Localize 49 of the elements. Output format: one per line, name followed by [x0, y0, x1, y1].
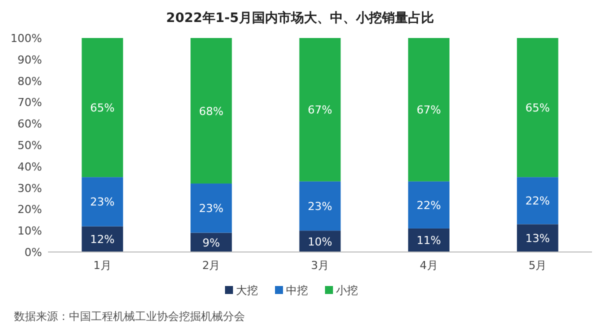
- bar: [408, 38, 450, 182]
- data-label: 65%: [90, 102, 115, 115]
- data-label: 23%: [90, 196, 115, 209]
- source-note: 数据来源：中国工程机械工业协会挖掘机械分会: [14, 310, 245, 323]
- y-tick-label: 30%: [18, 182, 42, 195]
- x-tick-label: 3月: [311, 259, 329, 272]
- bar: [516, 38, 558, 178]
- data-label: 9%: [202, 236, 220, 250]
- legend-label: 大挖: [236, 284, 258, 297]
- x-tick-label: 1月: [93, 259, 112, 272]
- bar: [190, 38, 232, 184]
- y-tick-label: 0%: [24, 246, 42, 259]
- bar: [408, 181, 450, 228]
- data-label: 68%: [198, 104, 224, 118]
- data-label: 22%: [525, 194, 550, 208]
- x-tick-label: 2月: [202, 259, 220, 272]
- y-tick-label: 80%: [18, 74, 42, 88]
- y-tick-label: 70%: [18, 96, 42, 110]
- y-tick-label: 100%: [10, 32, 42, 45]
- y-tick-label: 90%: [18, 53, 42, 66]
- data-label: 23%: [198, 202, 224, 216]
- bar: [190, 184, 232, 233]
- x-tick-label: 5月: [528, 259, 547, 272]
- bar: [299, 38, 341, 182]
- y-tick-label: 20%: [18, 203, 42, 216]
- y-tick-label: 10%: [18, 224, 42, 238]
- bar: [82, 177, 124, 226]
- data-label: 67%: [416, 104, 442, 117]
- x-tick-label: 4月: [420, 259, 438, 272]
- data-label: 65%: [525, 102, 550, 115]
- bar: [516, 224, 558, 252]
- chart-title: 2022年1-5月国内市场大、中、小挖销量占比: [166, 10, 434, 26]
- y-tick-label: 40%: [18, 160, 42, 174]
- data-label: 13%: [525, 232, 550, 246]
- data-label: 10%: [308, 235, 332, 248]
- y-tick-label: 50%: [18, 139, 42, 152]
- bar: [299, 181, 341, 231]
- data-label: 12%: [90, 233, 115, 246]
- data-label: 67%: [308, 104, 332, 117]
- bar: [516, 177, 558, 224]
- bar: [82, 38, 124, 178]
- legend-label: 中挖: [286, 284, 308, 297]
- legend-label: 小挖: [336, 284, 358, 297]
- y-tick-label: 60%: [18, 118, 42, 131]
- bar: [408, 228, 450, 252]
- bar: [82, 226, 124, 252]
- data-label: 11%: [416, 234, 442, 248]
- data-label: 23%: [308, 200, 332, 213]
- data-label: 22%: [416, 198, 442, 212]
